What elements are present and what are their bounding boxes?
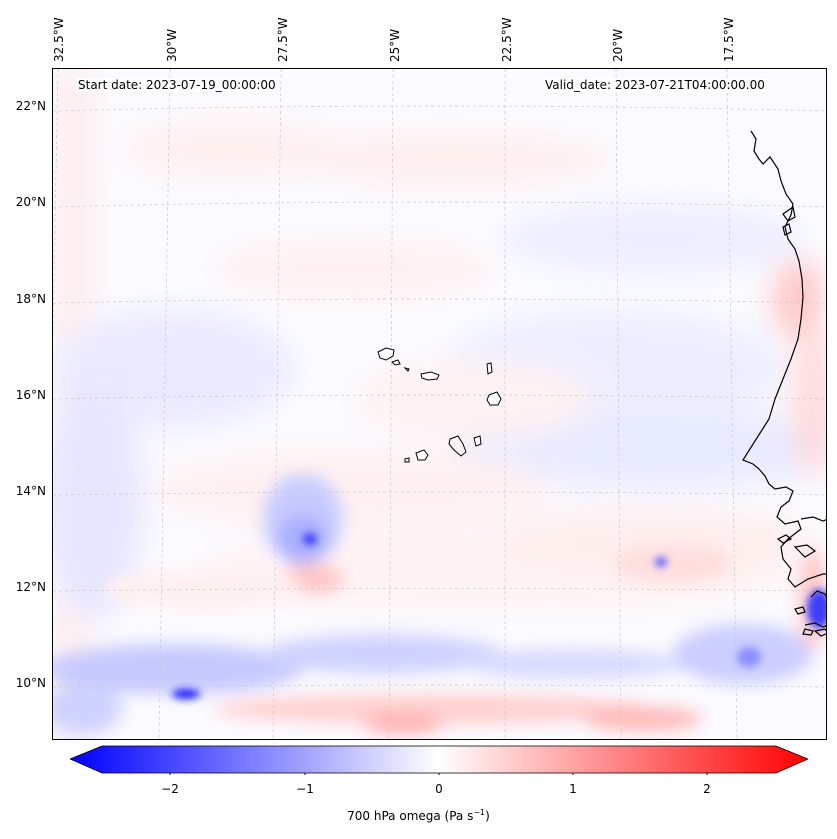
- lon-label-27-5w: 27.5°W: [276, 17, 290, 62]
- lat-label-16n: 16°N: [15, 388, 46, 402]
- omega-colorbar: [70, 745, 808, 775]
- santo-antao-island: [377, 347, 395, 361]
- cape-verde-islands: [377, 347, 502, 463]
- fogo-island: [415, 449, 429, 461]
- lat-label-12n: 12°N: [15, 580, 46, 594]
- graticule: [53, 69, 826, 739]
- start-date-label: Start date: 2023-07-19_00:00:00: [76, 78, 278, 92]
- sao-nicolau-island: [420, 371, 440, 381]
- colorbar-tick-2: 2: [703, 782, 711, 796]
- colorbar-tick-minus2: −2: [161, 782, 179, 796]
- omega-field-svg: [53, 69, 826, 739]
- colorbar-tick-1: 1: [569, 782, 577, 796]
- omega-strong-cores: [172, 533, 826, 699]
- omega-map: [52, 68, 827, 740]
- boa-vista-island: [486, 391, 502, 406]
- colorbar-tick-0: 0: [435, 782, 443, 796]
- lon-label-22-5w: 22.5°W: [500, 17, 514, 62]
- lon-label-32-5w: 32.5°W: [52, 17, 66, 62]
- omega-broad-patches: [53, 69, 826, 739]
- lat-label-18n: 18°N: [15, 292, 46, 306]
- valid-date-label: Valid_date: 2023-07-21T04:00:00.00: [543, 78, 767, 92]
- lon-label-30w: 30°W: [165, 28, 179, 62]
- lon-label-17-5w: 17.5°W: [722, 17, 736, 62]
- lat-label-10n: 10°N: [15, 676, 46, 690]
- sal-island: [486, 362, 493, 375]
- maio-island: [473, 435, 482, 447]
- lat-label-14n: 14°N: [15, 484, 46, 498]
- santiago-island: [448, 435, 467, 457]
- santa-luzia-island: [403, 367, 410, 372]
- colorbar-tick-minus1: −1: [296, 782, 314, 796]
- lat-label-20n: 20°N: [15, 195, 46, 209]
- lat-label-22n: 22°N: [15, 99, 46, 113]
- colorbar-label: 700 hPa omega (Pa s−1): [347, 808, 490, 823]
- african-coastline: [742, 130, 826, 637]
- sao-vicente-island: [391, 359, 401, 366]
- brava-island: [404, 457, 410, 463]
- colorbar-body: [70, 745, 808, 774]
- lon-label-20w: 20°W: [611, 28, 625, 62]
- lon-label-25w: 25°W: [388, 28, 402, 62]
- omega-south-bands: [53, 474, 826, 734]
